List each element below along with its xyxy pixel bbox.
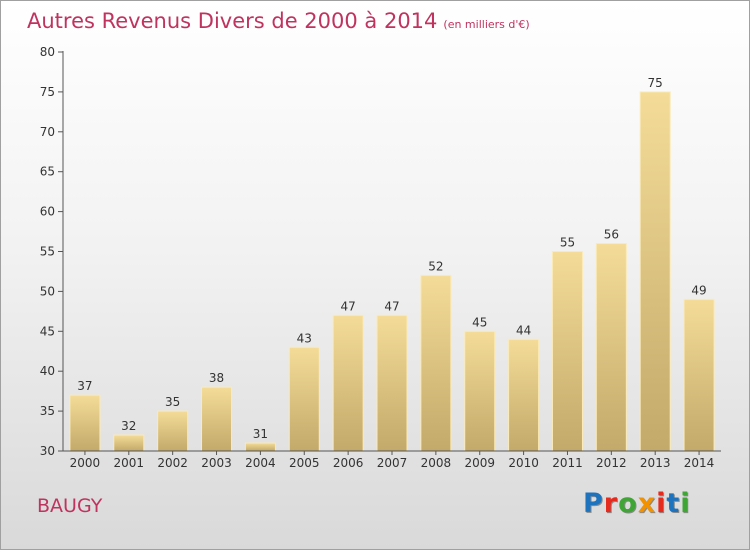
y-tick-label-55: 55	[40, 245, 55, 259]
data-label-2012: 56	[604, 228, 619, 242]
bar-2011	[551, 251, 583, 452]
proxiti-logo: Proxiti	[583, 488, 691, 519]
x-tick-label-2013: 2013	[640, 456, 671, 470]
y-tick-label-45: 45	[40, 324, 55, 338]
x-tick-label-2005: 2005	[289, 456, 320, 470]
data-label-2005: 43	[297, 331, 312, 345]
bar-2001	[113, 434, 145, 452]
bar-2012	[595, 243, 627, 452]
x-tick-label-2009: 2009	[464, 456, 495, 470]
y-tick-label-40: 40	[40, 364, 55, 378]
data-label-2008: 52	[428, 259, 443, 273]
data-label-2011: 55	[560, 236, 575, 250]
bar-2010	[508, 338, 540, 452]
y-tick-label-50: 50	[40, 284, 55, 298]
data-label-2013: 75	[648, 76, 663, 90]
logo-letter: o	[618, 488, 638, 519]
bar-2007	[376, 314, 408, 452]
x-tick-label-2006: 2006	[333, 456, 364, 470]
axes-group: 2000 2001 2002 2003 2004 2005 2006 2007 2008 2009…	[40, 45, 721, 470]
x-tick-label-2000: 2000	[70, 456, 101, 470]
x-tick-label-2003: 2003	[201, 456, 232, 470]
chart-title-text: Autres Revenus Divers de 2000 à 2014	[27, 9, 438, 33]
logo-letter: i	[656, 488, 667, 519]
bar-2002	[157, 410, 189, 452]
x-tick-label-2014: 2014	[684, 456, 715, 470]
logo-letter: x	[637, 488, 657, 519]
y-tick-label-75: 75	[40, 85, 55, 99]
logo-letter: r	[603, 488, 619, 519]
y-tick-label-70: 70	[40, 125, 55, 139]
x-tick-label-2011: 2011	[552, 456, 583, 470]
bar-2013	[639, 91, 671, 452]
logo-letter: P	[583, 488, 604, 519]
bar-2014	[683, 298, 715, 452]
data-label-2006: 47	[340, 299, 355, 313]
chart-title: Autres Revenus Divers de 2000 à 2014 (en …	[27, 9, 530, 33]
data-label-2003: 38	[209, 371, 224, 385]
bar-2006	[332, 314, 364, 452]
bar-2005	[288, 346, 320, 452]
data-label-2010: 44	[516, 323, 531, 337]
bar-2003	[201, 386, 233, 452]
data-label-2007: 47	[384, 299, 399, 313]
bar-2009	[464, 330, 496, 452]
data-label-2001: 32	[121, 419, 136, 433]
bar-2008	[420, 274, 452, 452]
data-label-2002: 35	[165, 395, 180, 409]
bars-group: 37 32 35 38 31 43 47 47 52 45 44 55 56 75 49	[69, 76, 715, 452]
data-label-2009: 45	[472, 315, 487, 329]
logo-letter: t	[666, 488, 681, 519]
x-tick-label-2008: 2008	[421, 456, 452, 470]
y-tick-label-60: 60	[40, 205, 55, 219]
x-tick-label-2002: 2002	[157, 456, 188, 470]
logo-letter: i	[680, 488, 691, 519]
x-tick-label-2012: 2012	[596, 456, 627, 470]
x-tick-label-2001: 2001	[114, 456, 145, 470]
x-tick-label-2010: 2010	[508, 456, 539, 470]
y-tick-label-65: 65	[40, 165, 55, 179]
data-label-2000: 37	[77, 379, 92, 393]
x-tick-label-2004: 2004	[245, 456, 276, 470]
data-label-2014: 49	[691, 283, 706, 297]
chart-subtitle: (en milliers d'€)	[443, 18, 530, 31]
y-tick-label-80: 80	[40, 45, 55, 59]
bar-2000	[69, 394, 101, 452]
bar-2004	[244, 442, 276, 452]
x-tick-label-2007: 2007	[377, 456, 408, 470]
y-tick-label-30: 30	[40, 444, 55, 458]
commune-name: BAUGY	[37, 495, 103, 517]
y-tick-label-35: 35	[40, 404, 55, 418]
data-label-2004: 31	[253, 427, 268, 441]
